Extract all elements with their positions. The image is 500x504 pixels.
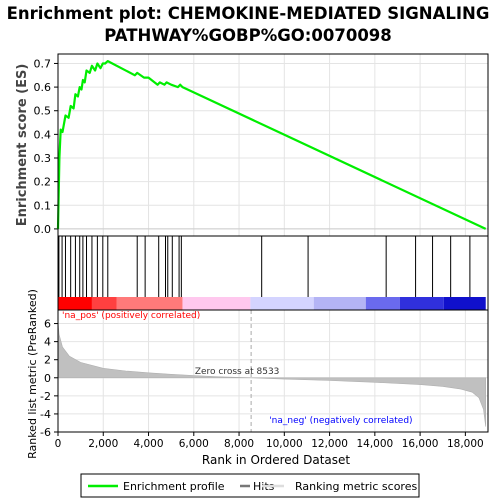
x-tick-label: 0 [55, 438, 62, 450]
rank-color-band-segment [58, 297, 92, 310]
rank-color-band-segment [443, 297, 486, 310]
es-y-axis-label: Enrichment score (ES) [15, 64, 30, 227]
hits-panel [57, 235, 489, 311]
rank-color-band-segment [399, 297, 444, 310]
es-y-tick-label: 0.4 [34, 128, 52, 141]
rank-color-band-segment [182, 297, 251, 310]
ranked-metric-panel: -6 -4 -2 0 2 4 6 Zero cross at 8533 'na_pos' (po… [40, 309, 489, 450]
enrichment-profile-line [56, 59, 487, 230]
rank-color-band-segment [250, 297, 314, 310]
metric-y-axis-label: Ranked list metric (PreRanked) [26, 289, 39, 459]
metric-y-tick-label: 0 [44, 372, 51, 385]
es-y-tick-label: 0.7 [34, 57, 52, 70]
metric-y-tick-label: 2 [44, 354, 51, 367]
x-tick-label: 12,000 [311, 438, 348, 450]
x-tick-label: 8,000 [224, 438, 254, 450]
legend: Enrichment profileHitsRanking metric sco… [80, 473, 420, 498]
x-axis-label: Rank in Ordered Dataset [202, 453, 350, 467]
x-tick-label: 18,000 [447, 438, 484, 450]
x-tick-label: 14,000 [356, 438, 393, 450]
chart-title-line-1: Enrichment plot: CHEMOKINE-MEDIATED SIGN… [7, 4, 490, 23]
es-plot-area [58, 54, 488, 236]
rank-color-band-segment [116, 297, 183, 310]
positive-correlation-label: 'na_pos' (positively correlated) [62, 311, 200, 321]
metric-y-tick-label: 4 [44, 336, 51, 349]
es-y-tick-label: 0.5 [34, 105, 52, 118]
es-y-tick-label: 0.3 [34, 152, 52, 165]
legend-label-profile: Enrichment profile [123, 480, 225, 493]
x-tick-label: 6,000 [179, 438, 209, 450]
es-y-tick-label: 0.1 [34, 199, 52, 212]
rank-color-band-segment [365, 297, 400, 310]
legend-label-metric: Ranking metric scores [295, 480, 417, 493]
negative-correlation-label: 'na_neg' (negatively correlated) [269, 416, 412, 426]
x-tick-label: 2,000 [88, 438, 118, 450]
metric-plot-border [57, 309, 489, 433]
es-y-tick-label: 0.2 [34, 176, 52, 189]
es-y-tick-label: 0.0 [34, 223, 52, 236]
rank-color-band-segment [91, 297, 117, 310]
metric-y-tick-label: -6 [40, 426, 51, 439]
enrichment-score-panel: 0.0 0.1 0.2 0.3 0.4 0.5 0.6 0.7 [34, 53, 489, 237]
rank-color-band-segment [313, 297, 366, 310]
metric-y-tick-label: 6 [44, 318, 51, 331]
zero-cross-annotation: Zero cross at 8533 [195, 367, 280, 377]
x-tick-label: 10,000 [266, 438, 303, 450]
metric-y-tick-label: -4 [40, 408, 51, 421]
es-y-tick-label: 0.6 [34, 81, 52, 94]
metric-y-tick-label: -2 [40, 390, 51, 403]
x-tick-label: 16,000 [402, 438, 439, 450]
chart-title-line-2: PATHWAY%GOBP%GO:0070098 [104, 26, 392, 45]
x-tick-label: 4,000 [133, 438, 163, 450]
ranking-metric-area [57, 321, 486, 427]
